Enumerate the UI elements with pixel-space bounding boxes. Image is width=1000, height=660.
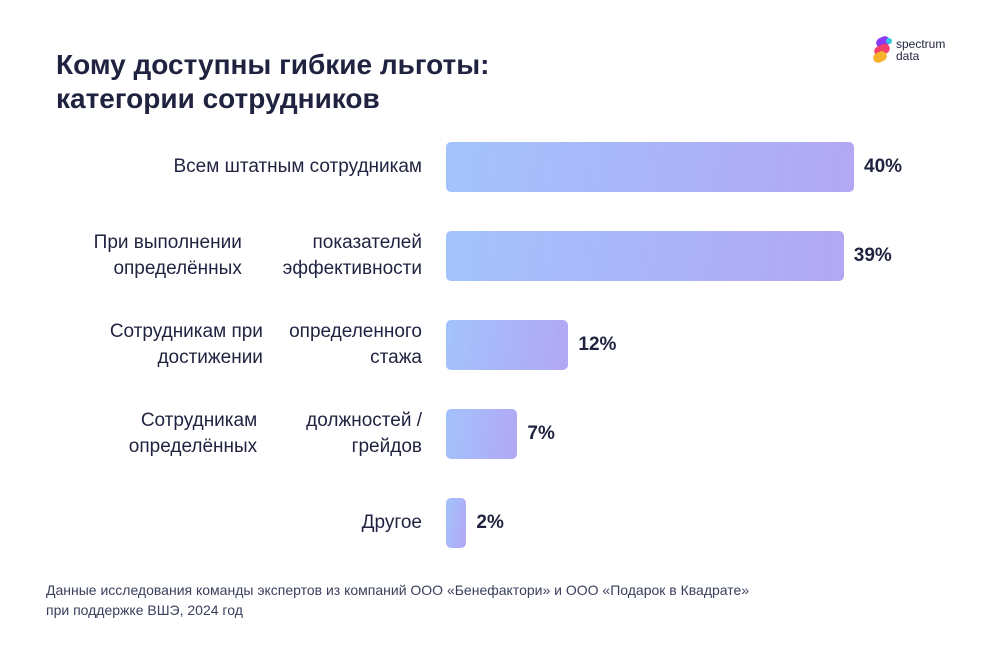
category-label-line: должностей / грейдов [306,410,422,457]
category-label-line: показателей эффективности [282,232,422,279]
category-label-line: Всем штатным сотрудникам [173,156,423,177]
category-label: При выполнении определённых показателей э… [42,231,422,281]
bar [446,320,569,370]
category-label-line: Сотрудникам определённых [128,410,258,457]
value-label: 12% [578,334,617,355]
source-note: Данные исследования команды экспертов из… [46,580,946,620]
value-label: 39% [853,245,892,266]
category-label-line: определенного стажа [289,321,422,368]
bar [446,231,844,281]
chart-title: Кому доступны гибкие льготы: категории с… [56,48,676,116]
bar [446,409,518,459]
logo-text-line-2: data [896,49,920,63]
bar-row: При выполнении определённых показателей э… [0,231,1000,281]
spectrum-logo-icon [873,36,892,63]
bar [446,498,467,548]
value-label: 2% [476,512,504,533]
bar-row: Сотрудникам при достижении определенного … [0,320,1000,370]
bar-row: Другое 2% [0,498,1000,548]
bar-chart: Всем штатным сотрудникам 40% При выполнени… [0,130,1000,570]
category-label-line: Сотрудникам при достижении [109,321,263,368]
category-label-line: Другое [361,512,422,533]
spectrum-data-logo: spectrum data [872,36,972,66]
category-label: Другое [42,498,422,548]
value-label: 40% [864,156,903,177]
source-note-line-1: Данные исследования команды экспертов из… [46,582,750,598]
source-note-line-2: при поддержке ВШЭ, 2024 год [46,602,243,618]
value-label: 7% [527,423,555,444]
chart-title-line-1: Кому доступны гибкие льготы: [56,49,490,80]
chart-title-line-2: категории сотрудников [56,83,380,114]
category-label: Сотрудникам при достижении определенного … [42,320,422,370]
logo-text-line-1: spectrum [896,37,946,51]
category-label: Сотрудникам определённых должностей / гре… [42,409,422,459]
bar-row: Сотрудникам определённых должностей / гре… [0,409,1000,459]
bar-row: Всем штатным сотрудникам 40% [0,142,1000,192]
logo-wordmark: spectrum data [896,38,945,62]
bar [446,142,854,192]
category-label-line: При выполнении определённых [93,232,242,279]
category-label: Всем штатным сотрудникам [42,142,423,192]
